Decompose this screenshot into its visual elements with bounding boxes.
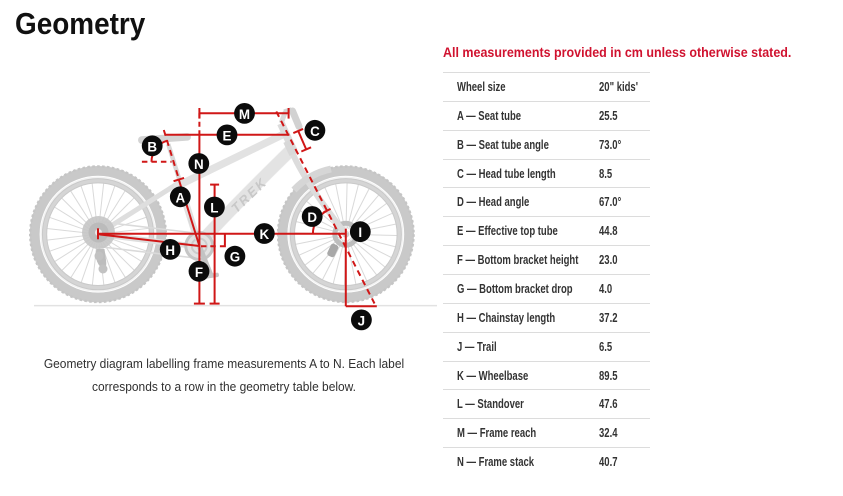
svg-text:L: L: [210, 201, 218, 216]
svg-text:B: B: [147, 139, 157, 154]
svg-text:I: I: [358, 225, 362, 240]
svg-text:G: G: [230, 250, 240, 265]
svg-text:C: C: [310, 124, 320, 139]
svg-text:K: K: [259, 227, 269, 242]
svg-text:TREK: TREK: [228, 174, 270, 215]
svg-text:M: M: [239, 107, 250, 122]
svg-text:F: F: [195, 265, 203, 280]
svg-text:D: D: [307, 210, 317, 225]
svg-text:N: N: [194, 157, 204, 172]
svg-text:J: J: [358, 313, 365, 328]
svg-text:H: H: [165, 243, 175, 258]
svg-text:E: E: [223, 128, 232, 143]
svg-text:A: A: [175, 190, 185, 205]
